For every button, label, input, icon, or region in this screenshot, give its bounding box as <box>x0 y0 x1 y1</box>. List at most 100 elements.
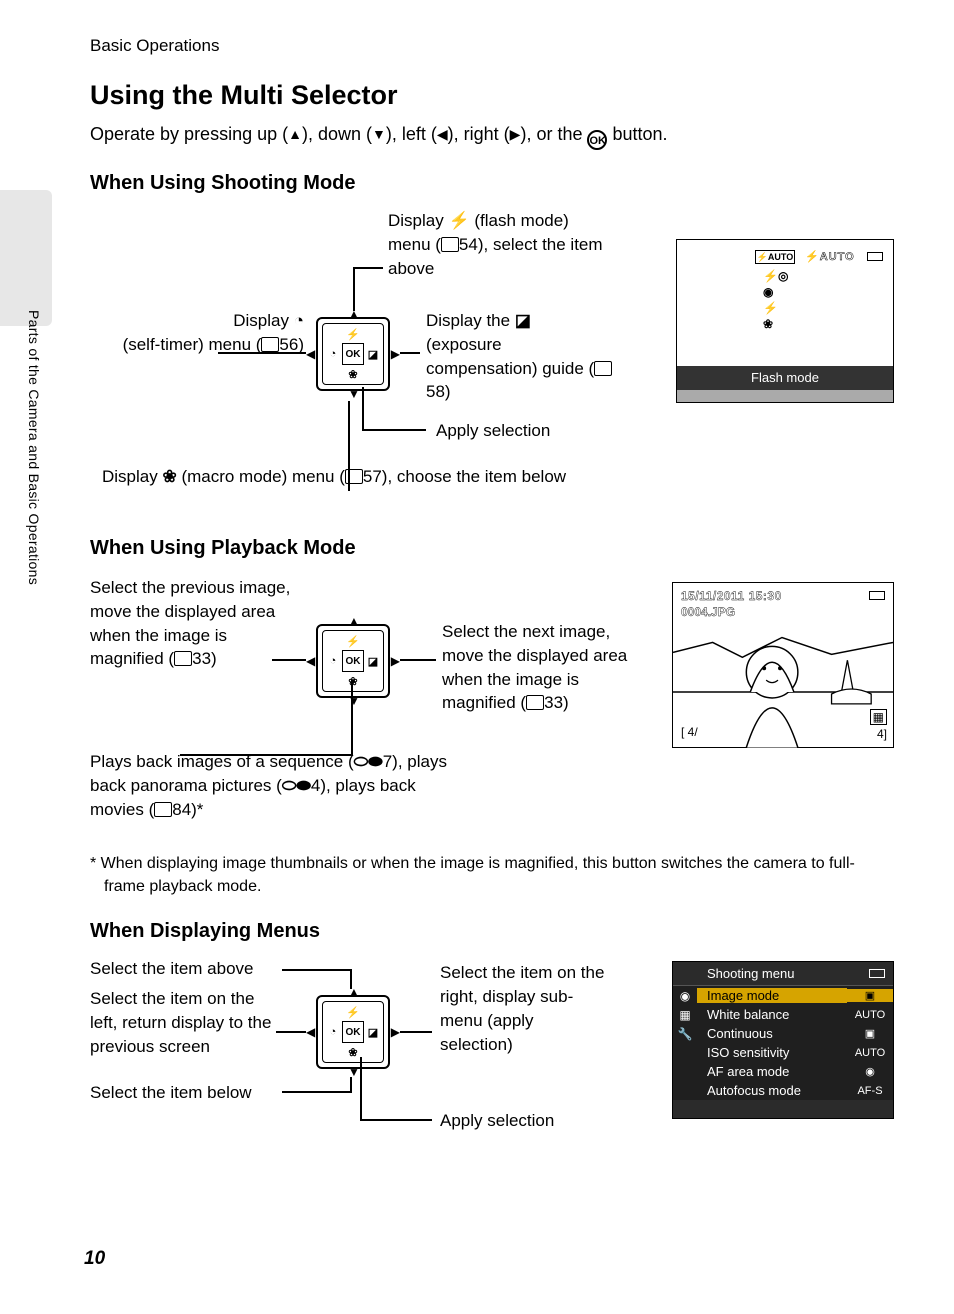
menu-item-label: AF area mode <box>697 1064 847 1079</box>
menu-item-value: ◉ <box>847 1065 893 1078</box>
book-icon <box>154 800 172 819</box>
menu-item-value: AUTO <box>847 1009 893 1021</box>
macro-icon: ❀ <box>162 467 176 486</box>
shot2-counter: [ 4/ <box>681 725 698 739</box>
playback-left-label: Select the previous image, move the disp… <box>90 576 300 671</box>
battery-icon <box>869 591 885 600</box>
intro-text-5: ), or the <box>520 124 587 144</box>
intro-text-4: ), right ( <box>448 124 510 144</box>
book-icon <box>441 235 459 254</box>
menus-heading: When Displaying Menus <box>90 920 894 943</box>
shot2-file: 0004.JPG <box>681 605 735 619</box>
ok-icon: OK <box>587 130 607 150</box>
menu-tab-icon: ▦ <box>673 1008 697 1022</box>
shooting-section: ⚡ ❀ ◔ ◪ OK ▲ ▼ ◀ ▶ Display ⚡ (flash mode… <box>90 209 894 509</box>
menu-item-value: ▣ <box>847 989 893 1002</box>
timer-icon: ◔ <box>294 311 304 330</box>
right-triangle-icon: ▶ <box>510 124 521 146</box>
shooting-right-label: Display the ◪ (exposure compensation) gu… <box>426 309 614 404</box>
menu-item-label: Image mode <box>697 988 847 1003</box>
down-triangle-icon: ▼ <box>372 124 386 146</box>
arrow-down-icon: ▼ <box>348 387 360 401</box>
intro-text-6: button. <box>607 124 667 144</box>
multi-selector-diagram: ⚡ ❀ ◔ ◪ OK ▲ ▼ ◀ ▶ <box>308 616 398 706</box>
shot2-date: 15/11/2011 15:30 <box>681 589 782 603</box>
battery-icon <box>867 252 883 261</box>
menu-row: AF area mode◉ <box>673 1062 893 1081</box>
shot3-title: Shooting menu <box>673 962 893 985</box>
menu-item-label: Continuous <box>697 1026 847 1041</box>
shooting-left-label: Display ◔ (self-timer) menu (56) <box>114 309 304 357</box>
page-title: Using the Multi Selector <box>90 80 894 111</box>
breadcrumb: Basic Operations <box>90 36 894 56</box>
arrow-up-icon: ▲ <box>348 614 360 628</box>
menu-item-value: ▣ <box>847 1027 893 1040</box>
intro-text-2: ), down ( <box>302 124 372 144</box>
selector-ok-button: OK <box>342 650 364 672</box>
shot2-corner: ▦4] <box>870 709 887 741</box>
playback-ok-label: Plays back images of a sequence (⬭⬬7), p… <box>90 750 470 821</box>
menu-item-value: AF-S <box>847 1085 893 1097</box>
menu-row: ▦White balanceAUTO <box>673 1005 893 1024</box>
menu-row: 🔧Continuous▣ <box>673 1024 893 1043</box>
menu-tab-icon: ◉ <box>673 989 697 1003</box>
menus-down-label: Select the item below <box>90 1081 280 1105</box>
shooting-screenshot: ⚡AUTO ⚡AUTO ⚡◎ ◉ ⚡ ❀ Flash mode <box>676 239 894 403</box>
selector-left-icon: ◔ <box>322 343 344 365</box>
selector-up-icon: ⚡ <box>342 323 364 345</box>
multi-selector-diagram: ⚡ ❀ ◔ ◪ OK ▲ ▼ ◀ ▶ <box>308 987 398 1077</box>
menus-section: ⚡ ❀ ◔ ◪ OK ▲ ▼ ◀ ▶ Select the item above… <box>90 957 894 1157</box>
shooting-heading: When Using Shooting Mode <box>90 172 894 195</box>
selector-left-icon: ◔ <box>322 650 344 672</box>
shooting-up-label: Display ⚡ (flash mode) menu (54), select… <box>388 209 608 280</box>
playback-footnote: * When displaying image thumbnails or wh… <box>104 852 894 898</box>
selector-down-icon: ❀ <box>342 363 364 385</box>
shot1-auto-text: ⚡AUTO <box>805 250 855 263</box>
playback-right-label: Select the next image, move the displaye… <box>442 620 632 715</box>
page-number: 10 <box>84 1248 105 1270</box>
playback-section: ⚡ ❀ ◔ ◪ OK ▲ ▼ ◀ ▶ Select the previous i… <box>90 574 894 824</box>
selector-ok-button: OK <box>342 343 364 365</box>
side-label: Parts of the Camera and Basic Operations <box>26 310 42 585</box>
menu-item-value: AUTO <box>847 1047 893 1059</box>
up-triangle-icon: ▲ <box>288 124 302 146</box>
intro-text-3: ), left ( <box>386 124 437 144</box>
menu-item-label: Autofocus mode <box>697 1083 847 1098</box>
multi-selector-diagram: ⚡ ❀ ◔ ◪ OK ▲ ▼ ◀ ▶ <box>308 309 398 399</box>
selector-right-icon: ◪ <box>362 650 384 672</box>
arrow-right-icon: ▶ <box>391 654 400 668</box>
menu-row: Autofocus modeAF-S <box>673 1081 893 1100</box>
selector-right-icon: ◪ <box>362 343 384 365</box>
left-triangle-icon: ◀ <box>437 124 448 146</box>
book-icon <box>594 359 612 378</box>
shooting-apply-label: Apply selection <box>436 419 550 443</box>
arrow-right-icon: ▶ <box>391 1025 400 1039</box>
flash-icon: ⚡ <box>448 211 469 230</box>
selector-up-icon: ⚡ <box>342 630 364 652</box>
arrow-right-icon: ▶ <box>391 347 400 361</box>
selector-left-icon: ◔ <box>322 1021 344 1043</box>
arrow-left-icon: ◀ <box>306 654 315 668</box>
menus-apply-label: Apply selection <box>440 1109 554 1133</box>
arrow-left-icon: ◀ <box>306 1025 315 1039</box>
book-icon <box>261 335 279 354</box>
selector-up-icon: ⚡ <box>342 1001 364 1023</box>
menus-screenshot: Shooting menu ◉Image mode▣▦White balance… <box>672 961 894 1119</box>
menus-right-label: Select the item on the right, display su… <box>440 961 610 1056</box>
book-icon <box>526 693 544 712</box>
side-tab <box>0 190 52 326</box>
playback-heading: When Using Playback Mode <box>90 537 894 560</box>
exposure-icon: ◪ <box>515 311 531 330</box>
link-icon: ⬭⬬ <box>282 776 311 795</box>
link-icon: ⬭⬬ <box>354 752 383 771</box>
shot1-bottom-bar: Flash mode <box>677 366 893 390</box>
selector-ok-button: OK <box>342 1021 364 1043</box>
menus-up-label: Select the item above <box>90 957 280 981</box>
menus-left-label: Select the item on the left, return disp… <box>90 987 280 1058</box>
arrow-left-icon: ◀ <box>306 347 315 361</box>
selector-down-icon: ❀ <box>342 670 364 692</box>
playback-screenshot: 15/11/2011 15:30 0004.JPG [ 4/ ▦4] <box>672 582 894 748</box>
menu-row: ◉Image mode▣ <box>673 986 893 1005</box>
book-icon <box>345 467 363 486</box>
intro-text-1: Operate by pressing up ( <box>90 124 288 144</box>
